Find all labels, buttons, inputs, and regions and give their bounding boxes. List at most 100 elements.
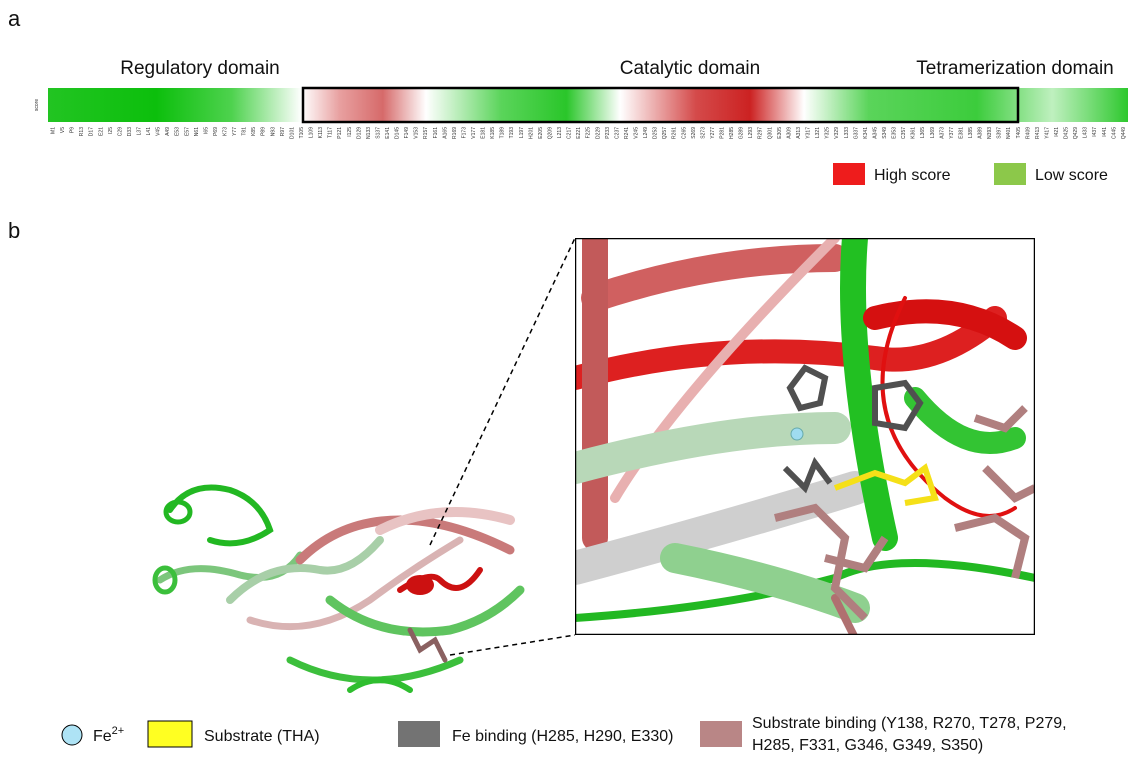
residue-label: F225 bbox=[586, 127, 592, 139]
residue-label: T81 bbox=[242, 127, 248, 136]
residue-label: E381 bbox=[958, 127, 964, 139]
residue-label: Q449 bbox=[1121, 127, 1127, 139]
residue-label: R409 bbox=[1025, 127, 1031, 139]
residue-label: P121 bbox=[337, 127, 343, 139]
residue-label: V45 bbox=[156, 127, 162, 136]
legend-swatch bbox=[700, 721, 742, 747]
residue-label: N133 bbox=[366, 127, 372, 139]
protein-structure bbox=[155, 488, 520, 691]
residue-label: C357 bbox=[901, 127, 907, 139]
residue-label: N401 bbox=[1006, 127, 1012, 139]
domain-label: Regulatory domain bbox=[120, 58, 279, 79]
residue-label: C265 bbox=[681, 127, 687, 139]
figure: a Regulatory domain Catalytic domain Tet… bbox=[0, 0, 1136, 758]
residue-label: K341 bbox=[863, 127, 869, 139]
residue-label: L433 bbox=[1083, 127, 1089, 138]
residue-label: K361 bbox=[911, 127, 917, 139]
residue-label: L109 bbox=[309, 127, 315, 138]
residue-label: E21 bbox=[98, 127, 104, 136]
zoom-line bbox=[450, 635, 575, 655]
residue-label: Q209 bbox=[547, 127, 553, 139]
residue-label: R157 bbox=[423, 127, 429, 139]
residue-label: Q429 bbox=[1073, 127, 1079, 139]
residue-label: L369 bbox=[930, 127, 936, 138]
residue-label: D129 bbox=[356, 127, 362, 139]
residue-label: D17 bbox=[89, 127, 95, 136]
residue-label: G337 bbox=[853, 127, 859, 139]
residue-label: Y377 bbox=[949, 127, 955, 139]
legend-swatch bbox=[62, 725, 82, 745]
residue-label: L41 bbox=[146, 127, 152, 136]
residue-label: R97 bbox=[280, 127, 286, 136]
legend-swatch bbox=[833, 163, 865, 185]
residue-label: V153 bbox=[414, 127, 420, 139]
residue-label: T193 bbox=[509, 127, 515, 139]
residue-label: L197 bbox=[519, 127, 525, 138]
residue-label: R169 bbox=[452, 127, 458, 139]
legend-label: H285, F331, G346, G349, S350) bbox=[752, 737, 983, 754]
legend-label: High score bbox=[874, 167, 951, 184]
legend-swatch bbox=[994, 163, 1026, 185]
residue-label: D101 bbox=[289, 127, 295, 139]
residue-label: L321 bbox=[815, 127, 821, 138]
residue-label: I125 bbox=[347, 127, 353, 137]
residue-label: I65 bbox=[203, 127, 209, 134]
legend-label: Fe bbox=[93, 728, 112, 745]
residue-label: Y325 bbox=[825, 127, 831, 139]
residue-label: A165 bbox=[442, 127, 448, 139]
residue-label: R13 bbox=[79, 127, 85, 136]
residue-label: L293 bbox=[748, 127, 754, 138]
residue-label: L385 bbox=[968, 127, 974, 138]
residue-label: T105 bbox=[299, 127, 305, 139]
residue-label: D145 bbox=[395, 127, 401, 139]
residue-label: H285 bbox=[729, 127, 735, 139]
residue-label: E305 bbox=[777, 127, 783, 139]
residue-label: V245 bbox=[633, 127, 639, 139]
residue-label: S137 bbox=[375, 127, 381, 139]
zoom-line bbox=[430, 238, 575, 545]
residue-label: V329 bbox=[834, 127, 840, 139]
residue-label: F161 bbox=[433, 127, 439, 139]
superscript: 2+ bbox=[112, 725, 125, 737]
residue-label: C29 bbox=[117, 127, 123, 136]
residue-label: V5 bbox=[60, 127, 66, 133]
residue-label: S397 bbox=[997, 127, 1003, 139]
residue-label: P89 bbox=[261, 127, 267, 136]
legend-label: Fe2+ bbox=[93, 725, 124, 745]
score-label: score bbox=[34, 99, 40, 111]
residue-label: A389 bbox=[978, 127, 984, 139]
residue-label: L249 bbox=[643, 127, 649, 138]
residue-label: Y77 bbox=[232, 127, 238, 136]
residue-label: Q301 bbox=[767, 127, 773, 139]
residue-label: I421 bbox=[1054, 127, 1060, 137]
residue-label: M1 bbox=[50, 127, 56, 134]
residue-label: S269 bbox=[691, 127, 697, 139]
legend-swatch bbox=[148, 721, 192, 747]
residue-label: Y317 bbox=[806, 127, 812, 139]
residue-label: I25 bbox=[108, 127, 114, 134]
residue-label: K85 bbox=[251, 127, 257, 136]
residue-label: C445 bbox=[1111, 127, 1117, 139]
residue-label: T189 bbox=[500, 127, 506, 139]
residue-label: I441 bbox=[1102, 127, 1108, 137]
residue-label: R297 bbox=[758, 127, 764, 139]
residue-label: D33 bbox=[127, 127, 133, 136]
residue-label: K113 bbox=[318, 127, 324, 139]
residue-label: N393 bbox=[987, 127, 993, 139]
residue-label: E53 bbox=[175, 127, 181, 136]
residue-label: D253 bbox=[653, 127, 659, 139]
residue-label: R413 bbox=[1035, 127, 1041, 139]
residue-label: L333 bbox=[844, 127, 850, 138]
residue-label: A373 bbox=[939, 127, 945, 139]
residue-label: Y417 bbox=[1044, 127, 1050, 139]
residue-label: D425 bbox=[1064, 127, 1070, 139]
residue-label: E205 bbox=[538, 127, 544, 139]
residue-label: P9 bbox=[70, 127, 76, 133]
residue-label: S349 bbox=[882, 127, 888, 139]
legend-label: Low score bbox=[1035, 167, 1108, 184]
legend-swatch bbox=[398, 721, 440, 747]
residue-label: S273 bbox=[700, 127, 706, 139]
residue-label: E181 bbox=[481, 127, 487, 139]
residue-label: E141 bbox=[385, 127, 391, 139]
